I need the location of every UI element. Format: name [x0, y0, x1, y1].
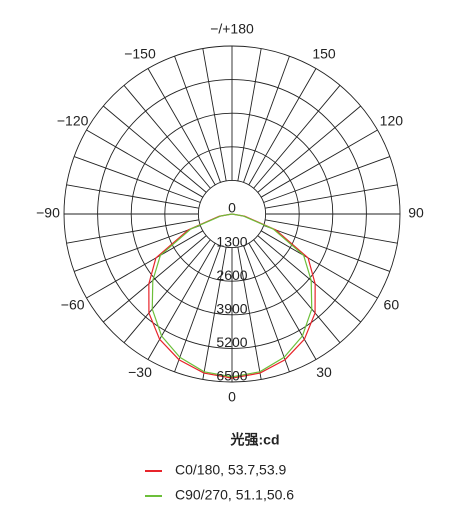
angle-tick-label: −90: [36, 205, 60, 221]
grid-spoke: [237, 48, 262, 181]
angle-tick-label: 30: [316, 364, 332, 380]
angle-tick-label: −120: [57, 113, 89, 129]
grid-spoke: [202, 48, 227, 181]
grid-spoke: [66, 184, 199, 209]
labels: 0 1300 2600 3900 5200 6500 0 30 60 90 120 150 −/+180…: [36, 21, 424, 405]
r-tick-label: 2600: [216, 267, 247, 283]
grid-spoke: [66, 219, 199, 244]
r-tick-label: 5200: [216, 334, 247, 350]
grid-spoke: [123, 239, 211, 343]
grid-spoke: [73, 225, 201, 272]
grid-spoke: [103, 235, 207, 323]
grid-spoke: [257, 105, 361, 193]
angle-tick-label: −150: [124, 45, 156, 61]
r-tick-label: 6500: [216, 368, 247, 384]
grid-spoke: [243, 245, 290, 373]
grid-spoke: [248, 68, 317, 186]
grid-spoke: [263, 225, 391, 272]
legend-label: C0/180, 53.7,53.9: [175, 462, 287, 478]
grid-spoke: [263, 156, 391, 203]
curves: [148, 213, 316, 379]
angle-tick-label: 120: [380, 113, 404, 129]
grid-spoke: [265, 184, 398, 209]
grid-spoke: [147, 242, 216, 360]
angle-tick-label: 90: [408, 205, 424, 221]
angle-tick-label: −30: [128, 364, 152, 380]
angle-tick-label: −/+180: [210, 21, 254, 37]
r-tick-label: 3900: [216, 301, 247, 317]
grid-spoke: [237, 247, 262, 380]
r-tick-label: 1300: [216, 233, 247, 249]
grid-spoke: [253, 85, 341, 189]
grid-spoke: [260, 230, 378, 299]
angle-tick-label: 150: [312, 45, 336, 61]
grid-spoke: [248, 242, 317, 360]
intensity-curve: [148, 213, 316, 379]
grid-spoke: [86, 129, 204, 198]
grid-spoke: [253, 239, 341, 343]
grid-spoke: [103, 105, 207, 193]
r-tick-label: 0: [228, 200, 236, 216]
grid-spoke: [243, 55, 290, 183]
grid-spoke: [86, 230, 204, 299]
grid-spoke: [123, 85, 211, 189]
grid-spoke: [174, 55, 221, 183]
legend-label: C90/270, 51.1,50.6: [175, 487, 294, 503]
legend-title: 光强:cd: [230, 432, 280, 448]
angle-tick-label: −60: [61, 297, 85, 313]
grid-spoke: [147, 68, 216, 186]
grid-spoke: [257, 235, 361, 323]
angle-tick-label: 0: [228, 389, 236, 405]
grid-spoke: [174, 245, 221, 373]
polar-grid: [63, 45, 401, 383]
legend: C0/180, 53.7,53.9 C90/270, 51.1,50.6: [145, 462, 294, 503]
grid-spoke: [73, 156, 201, 203]
angle-tick-label: 60: [384, 297, 400, 313]
grid-spoke: [202, 247, 227, 380]
intensity-curve: [151, 213, 313, 378]
grid-spoke: [265, 219, 398, 244]
grid-spoke: [260, 129, 378, 198]
